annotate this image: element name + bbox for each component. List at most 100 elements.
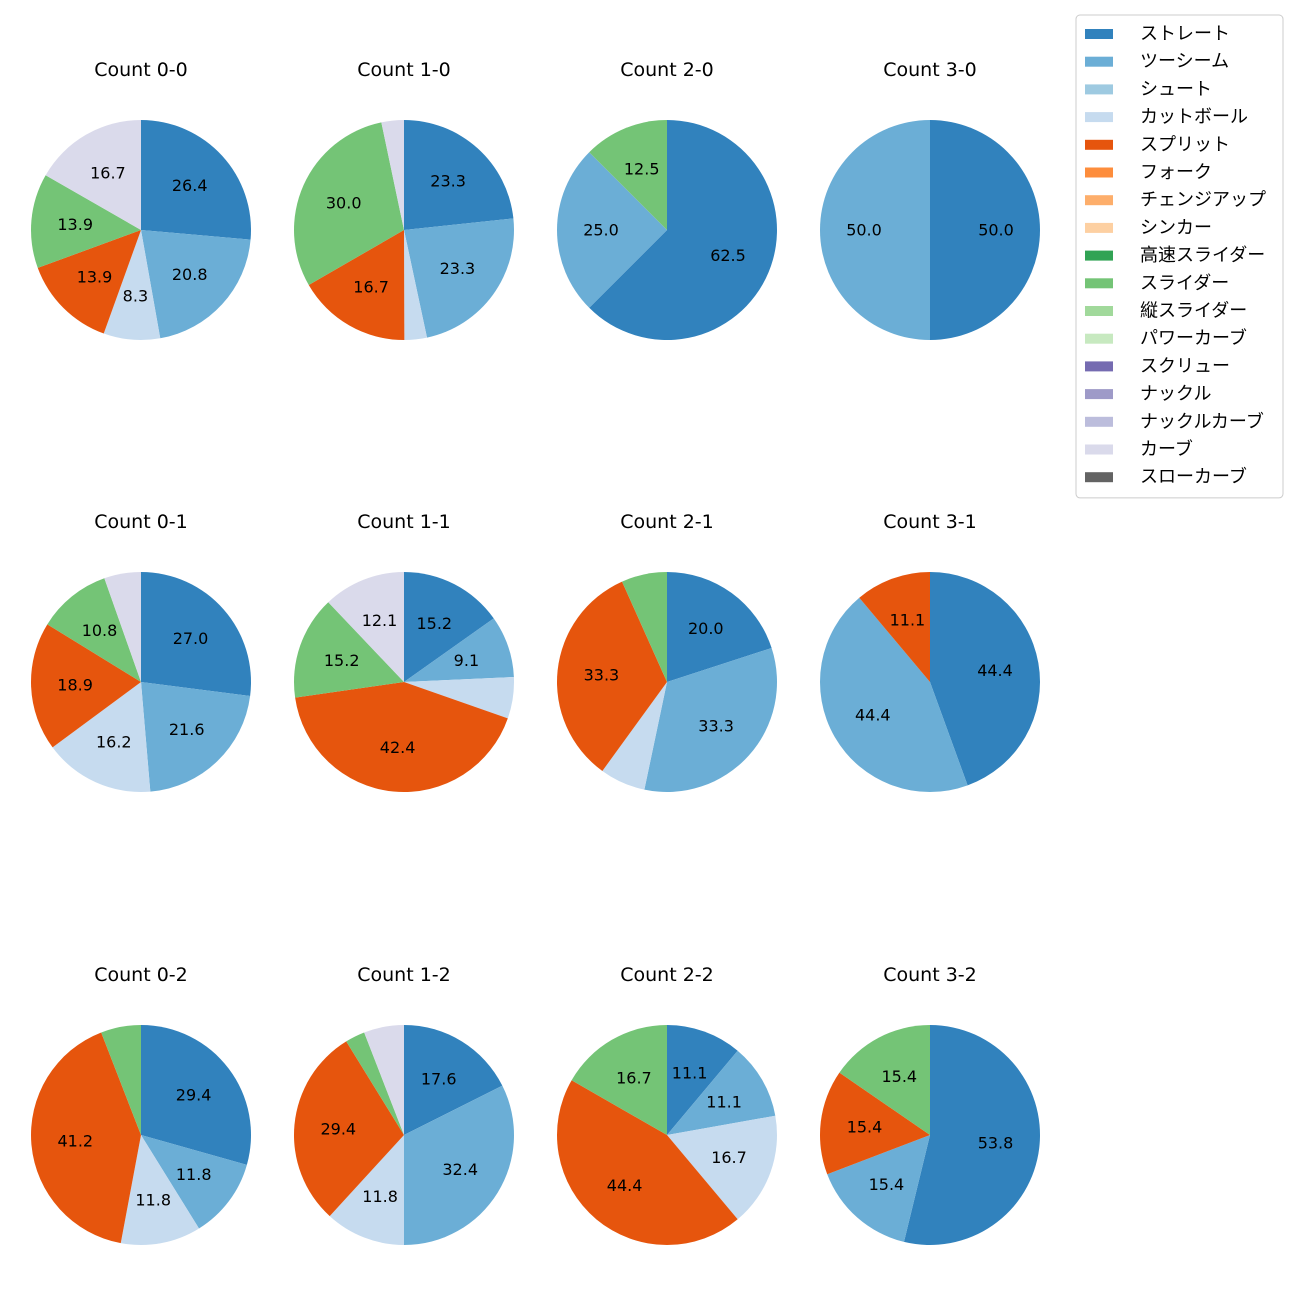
pie-slice [820,120,930,340]
legend-swatch [1085,112,1113,123]
pie-title: Count 3-1 [883,511,977,533]
legend-frame [1075,14,1284,499]
slice-label: 18.9 [57,675,93,694]
pie-slice [589,120,778,341]
pie-5: Count 0-1 27.0 21.6 16.2 18.9 10.8 [31,511,252,792]
slice-label: 42.4 [380,738,416,757]
slice-label: 62.5 [710,246,746,265]
pie-11: Count 2-2 11.1 11.1 16.7 44.4 16.7 [556,964,777,1245]
pie-slice [404,1025,503,1135]
pie-slice [667,1050,776,1135]
legend-label: カーブ [1140,438,1193,460]
pie-slice [120,1135,200,1245]
pie-slice [827,1135,930,1242]
legend-swatch [1085,222,1113,233]
legend-item: 高速スライダー [1085,245,1265,266]
pie-4: Count 3-0 50.0 50.0 [820,59,1040,340]
legend-item: ナックルカーブ [1085,410,1264,432]
pie-slice [667,572,772,682]
pie-slice [404,230,428,340]
legend-label: チェンジアップ [1140,190,1266,211]
pie-slice [404,572,494,682]
legend-item: カットボール [1085,107,1248,128]
legend-label: パワーカーブ [1140,327,1247,349]
pie-slice [404,677,515,719]
legend-item: カーブ [1085,438,1193,460]
pie-6: Count 1-115.29.142.415.212.1 [294,511,515,792]
pie-slice [404,218,515,338]
slice-label: 20.8 [172,265,208,284]
legend-swatch [1085,56,1113,67]
slice-label: 13.9 [77,267,113,286]
pie-slice [141,230,251,339]
slice-label: 23.3 [430,171,466,190]
pie-slice [602,682,667,790]
pie-slice [404,1085,514,1245]
pie-slice [141,1025,252,1165]
pie-slice [839,1025,930,1135]
slice-label: 16.7 [616,1068,652,1087]
legend-label: フォーク [1140,162,1212,183]
legend-item: ナックル [1085,384,1211,405]
pie-slice [52,682,151,792]
legend-swatch [1085,29,1113,39]
pie-slice [346,1032,404,1135]
slice-label: 12.1 [362,611,398,630]
legend-swatch [1085,306,1113,316]
legend-label: ストレート [1140,24,1230,45]
pie-2: Count 1-0 23.3 23.3 16.7 30.0 [294,59,515,341]
slice-label: 44.4 [977,661,1013,680]
pie-slice [930,120,1040,340]
pie-title: Count 1-0 [357,59,451,81]
slice-label: 11.1 [890,611,926,630]
pie-slice [103,230,161,340]
legend-swatch [1085,416,1113,427]
pie-title: Count 2-0 [620,59,714,81]
pie-slice [819,1072,930,1175]
slice-label: 11.8 [362,1187,398,1206]
slice-label: 11.1 [672,1064,708,1083]
pie-slice [404,618,514,682]
pie-slice [31,1032,141,1244]
pie-slice [294,122,404,285]
pie-12: Count 3-2 53.8 15.4 15.4 15.4 [819,964,1041,1245]
slice-label: 21.6 [169,720,205,739]
pie-slice [294,602,404,698]
pie-9: Count 0-2 29.4 11.8 11.8 41.2 [31,964,252,1245]
legend-item: パワーカーブ [1085,327,1247,349]
slice-label: 44.4 [607,1176,643,1195]
pie-slice [364,1025,404,1135]
pie-title: Count 2-2 [620,964,714,986]
pie-slice [293,1041,404,1217]
pie-slice [30,175,141,268]
slice-label: 13.9 [57,215,93,234]
pie-7: Count 2-1 20.0 33.3 33.3 [556,511,778,792]
slice-label: 15.4 [847,1118,883,1137]
pie-title: Count 3-2 [883,964,977,986]
legend-swatch [1085,389,1113,400]
legend-label: ナックル [1140,384,1211,405]
pie-slice [381,120,404,230]
pie-10: Count 1-2 17.6 32.4 11.8 29.4 [293,964,514,1245]
legend: ストレートツーシームシュートカットボールスプリットフォークチェンジアップシンカー… [1075,14,1284,499]
slice-label: 15.2 [324,651,360,670]
slice-label: 27.0 [173,629,209,648]
legend-swatch [1085,361,1113,372]
slice-label: 33.3 [698,717,734,736]
legend-label: カットボール [1140,107,1248,128]
pie-slice [556,1080,738,1245]
slice-label: 12.5 [624,160,660,179]
pie-slice [556,581,667,771]
pie-slice [295,682,508,792]
slice-label: 8.3 [123,286,148,305]
pie-slice [589,120,667,230]
slice-label: 17.6 [421,1069,457,1088]
slice-label: 23.3 [440,259,476,278]
pie-slice [141,682,251,792]
legend-label: スプリット [1140,134,1230,155]
slice-label: 50.0 [978,221,1014,240]
pie-slice [328,572,404,682]
pie-slice [101,1025,141,1135]
legend-label: スクリュー [1140,356,1230,377]
